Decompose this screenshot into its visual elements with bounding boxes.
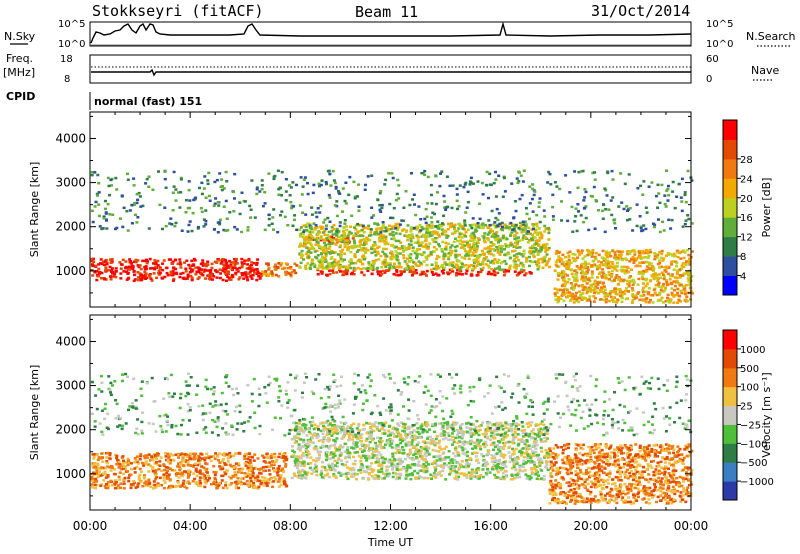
velocity-colorbar: 1000 500 100 25 −25 −100 −500 −1000 Velocity [m … <box>722 329 774 501</box>
y-tick-label: 4000 <box>55 131 86 145</box>
y-tick-label: 2000 <box>55 423 86 437</box>
date-title: 31/Oct/2014 <box>591 2 690 20</box>
echo-region-2 <box>548 442 694 505</box>
y-tick-label: 1000 <box>55 264 86 278</box>
x-tick-label: 08:00 <box>273 519 308 533</box>
nave-tick-bottom: 0 <box>706 74 712 85</box>
colorbar-tick-label: 16 <box>740 213 753 224</box>
echo-region-1 <box>290 420 552 481</box>
colorbar-tick-label: 500 <box>740 364 759 375</box>
echo-region-0 <box>90 451 289 490</box>
nsky-tick-top: 10^5 <box>58 19 85 30</box>
y-tick-label: 3000 <box>55 176 86 190</box>
freq-label: Freq. <box>6 52 33 65</box>
colorbar-swatch <box>723 462 737 482</box>
colorbar-tick-label: 100 <box>740 383 759 394</box>
y-tick-label: 2000 <box>55 220 86 234</box>
x-tick-label: 16:00 <box>473 519 508 533</box>
nave-tick-top: 60 <box>706 54 719 65</box>
freq-trace <box>91 68 691 77</box>
x-tick-label: 00:00 <box>674 519 709 533</box>
cpid-value: normal (fast) 151 <box>94 95 202 108</box>
cpid-label: CPID <box>6 90 35 103</box>
colorbar-swatch <box>723 443 737 463</box>
echo-region-3 <box>90 372 693 437</box>
colorbar-swatch <box>723 330 737 350</box>
colorbar-tick-label: −100 <box>740 439 767 450</box>
colorbar-swatch <box>723 197 737 218</box>
x-tick-label: 20:00 <box>574 519 609 533</box>
nsearch-tick-bottom: 10^0 <box>706 39 733 50</box>
echo-region-1 <box>260 262 299 278</box>
echo-region-5 <box>553 248 694 304</box>
colorbar-swatch <box>723 386 737 407</box>
colorbar-swatch <box>723 256 737 277</box>
power-colorbar: 4 8 12 16 20 24 28 Power [dB] <box>722 119 773 296</box>
colorbar-swatch <box>723 275 737 296</box>
x-axis-label: Time UT <box>367 536 413 549</box>
colorbar-tick-label: 4 <box>740 272 746 283</box>
nsky-label: N.Sky <box>4 30 36 43</box>
y-tick-label: 4000 <box>55 334 86 348</box>
velocity-panel: 1000 2000 3000 4000 Slant Range [km] <box>28 314 694 511</box>
colorbar-swatch <box>723 236 737 257</box>
echo-region-0 <box>90 257 263 283</box>
x-tick-label: 12:00 <box>373 519 408 533</box>
colorbar-swatch <box>723 481 737 501</box>
colorbar-tick-label: 24 <box>740 174 753 185</box>
colorbar-tick-label: 20 <box>740 194 753 205</box>
nsky-panel: 10^5 10^0 10^5 10^0 <box>58 19 733 50</box>
colorbar-tick-label: 28 <box>740 155 753 166</box>
colorbar-swatch <box>723 158 737 179</box>
x-tick-label: 04:00 <box>173 519 208 533</box>
colorbar-swatch <box>723 217 737 238</box>
station-title: Stokkseyri (fitACF) <box>92 2 264 20</box>
power-panel: 1000 2000 3000 4000 Slant Range [km] <box>28 111 694 308</box>
echo-region-6 <box>90 169 694 234</box>
colorbar-tick-label: −25 <box>740 420 761 431</box>
beam-title: Beam 11 <box>355 3 418 21</box>
colorbar-tick-label: 1000 <box>740 345 765 356</box>
freq-panel: 18 8 60 0 <box>60 54 719 85</box>
nsearch-label: N.Search <box>746 30 796 43</box>
time-axis: 00:00 04:00 08:00 12:00 16:00 20:00 00:00 Time … <box>73 519 709 549</box>
colorbar-swatch <box>723 405 737 425</box>
nsky-trace <box>90 21 692 44</box>
y-tick-label: 1000 <box>55 467 86 481</box>
freq-tick-top: 18 <box>60 54 73 65</box>
y-axis-label: Slant Range [km] <box>28 162 41 258</box>
colorbar-tick-label: 8 <box>740 252 746 263</box>
echo-region-4 <box>298 222 552 271</box>
colorbar-tick-label: 12 <box>740 233 753 244</box>
colorbar-swatch <box>723 139 737 160</box>
x-tick-label: 00:00 <box>73 519 108 533</box>
colorbar-tick-label: −1000 <box>740 477 774 488</box>
colorbar-swatch <box>723 120 737 140</box>
colorbar-label: Velocity [m s⁻¹] <box>760 372 773 457</box>
colorbar-tick-label: 25 <box>740 402 753 413</box>
nsky-tick-bottom: 10^0 <box>58 39 85 50</box>
colorbar-swatch <box>723 178 737 199</box>
colorbar-swatch <box>723 348 737 369</box>
y-tick-label: 3000 <box>55 379 86 393</box>
nsearch-tick-top: 10^5 <box>706 19 733 30</box>
colorbar-tick-label: −500 <box>740 458 767 469</box>
freq-unit: [MHz] <box>3 66 35 79</box>
colorbar-swatch <box>723 367 737 388</box>
colorbar-swatch <box>723 424 737 444</box>
y-axis-label: Slant Range [km] <box>28 365 41 461</box>
colorbar-label: Power [dB] <box>760 178 773 238</box>
freq-tick-bottom: 8 <box>64 74 70 85</box>
nave-label: Nave <box>751 64 779 77</box>
